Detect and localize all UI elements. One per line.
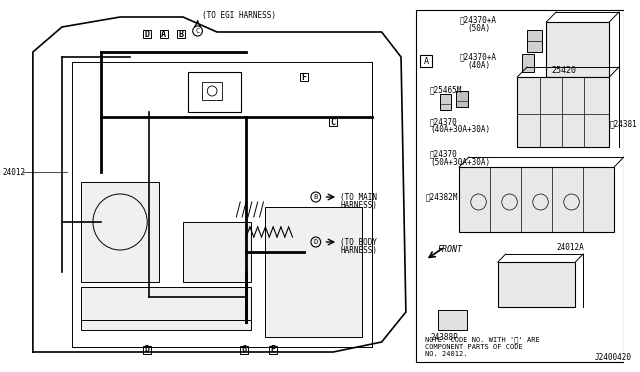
Bar [81, 320, 251, 330]
Bar [143, 30, 151, 38]
Bar [438, 310, 467, 330]
Text: J2400420: J2400420 [595, 353, 632, 362]
Bar [269, 346, 277, 354]
Text: (40A+30A+30A): (40A+30A+30A) [430, 125, 490, 134]
Text: ※24381: ※24381 [609, 119, 637, 128]
Text: (TO MAIN: (TO MAIN [340, 192, 377, 202]
Text: HARNESS): HARNESS) [340, 201, 377, 209]
Bar [459, 167, 614, 232]
Bar [160, 30, 168, 38]
Text: ※24370: ※24370 [430, 118, 458, 126]
Bar [81, 182, 159, 282]
Text: (40A): (40A) [467, 61, 490, 70]
Text: NOTE: CODE NO. WITH '※' ARE
COMPONENT PARTS OF CODE
NO. 24012.: NOTE: CODE NO. WITH '※' ARE COMPONENT PA… [425, 337, 540, 357]
Bar [440, 94, 451, 110]
Text: ※24370: ※24370 [430, 150, 458, 158]
Text: 24012A: 24012A [556, 243, 584, 251]
Text: A: A [424, 57, 429, 65]
Text: E: E [271, 346, 276, 355]
Text: (50A): (50A) [467, 23, 490, 32]
Text: ※24370+A: ※24370+A [459, 52, 496, 61]
Bar [300, 73, 308, 81]
Bar [522, 54, 534, 72]
Text: 24012: 24012 [2, 167, 25, 176]
Bar [527, 30, 541, 52]
Text: ※24382M: ※24382M [425, 192, 458, 202]
Text: (50A+30A+30A): (50A+30A+30A) [430, 157, 490, 167]
Text: F: F [301, 73, 307, 81]
Text: (TO EGI HARNESS): (TO EGI HARNESS) [202, 10, 276, 19]
Text: D: D [145, 29, 150, 38]
Text: ※24370+A: ※24370+A [459, 16, 496, 25]
Text: HARNESS): HARNESS) [340, 246, 377, 254]
Bar [177, 30, 185, 38]
Text: G: G [241, 346, 246, 355]
Bar [547, 22, 609, 77]
Text: (TO BODY: (TO BODY [340, 237, 377, 247]
Text: FRONT: FRONT [438, 246, 463, 254]
Text: C: C [195, 28, 200, 34]
Text: 24388P: 24388P [430, 333, 458, 341]
Bar [456, 91, 468, 107]
Text: A: A [161, 29, 166, 38]
Text: B: B [179, 29, 184, 38]
Bar [498, 262, 575, 307]
Text: B: B [314, 194, 318, 200]
Bar [81, 287, 251, 322]
Bar [202, 82, 222, 100]
Text: C: C [331, 118, 336, 126]
Bar [143, 346, 151, 354]
Text: D: D [145, 346, 150, 355]
Bar [330, 118, 337, 126]
Text: 25420: 25420 [551, 65, 576, 74]
Text: D: D [314, 239, 318, 245]
Bar [266, 207, 362, 337]
Text: ※25465M: ※25465M [430, 86, 463, 94]
Bar [240, 346, 248, 354]
Bar [517, 77, 609, 147]
Bar [420, 55, 432, 67]
Bar [183, 222, 251, 282]
Bar [188, 72, 241, 112]
